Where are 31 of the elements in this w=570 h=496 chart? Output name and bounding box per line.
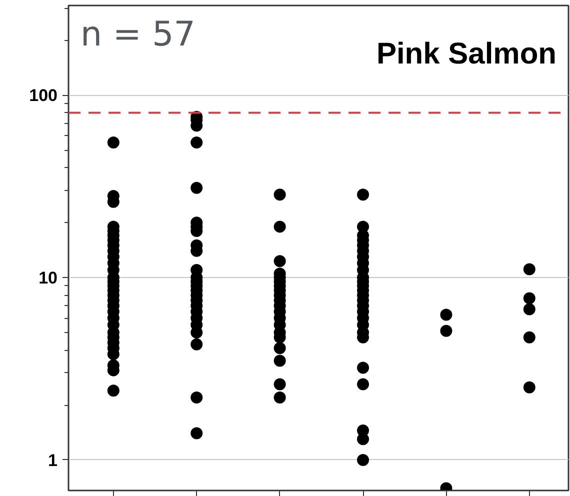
point xyxy=(190,427,203,440)
point xyxy=(357,454,370,466)
point xyxy=(274,392,286,404)
point xyxy=(357,433,370,446)
y-tick-label: 100 xyxy=(29,86,58,106)
point xyxy=(523,263,536,276)
annotation: n = 57 xyxy=(80,14,196,54)
y-tick-label: 1 xyxy=(48,450,58,470)
point xyxy=(274,255,286,268)
point xyxy=(523,331,536,344)
point xyxy=(190,182,203,194)
point xyxy=(274,378,286,390)
point xyxy=(357,362,370,374)
point xyxy=(440,324,452,337)
annotation: Pink Salmon xyxy=(376,38,557,70)
point xyxy=(357,188,370,201)
point xyxy=(274,342,286,354)
point xyxy=(274,188,286,201)
point xyxy=(274,354,286,367)
y-tick-label: 10 xyxy=(38,268,58,288)
point xyxy=(190,392,203,404)
point xyxy=(523,303,536,316)
point xyxy=(274,220,286,233)
point xyxy=(523,292,536,304)
point xyxy=(190,136,203,148)
point xyxy=(190,338,203,350)
point xyxy=(107,384,120,397)
point xyxy=(107,136,120,148)
point xyxy=(357,378,370,390)
point xyxy=(440,308,452,321)
point xyxy=(523,381,536,394)
